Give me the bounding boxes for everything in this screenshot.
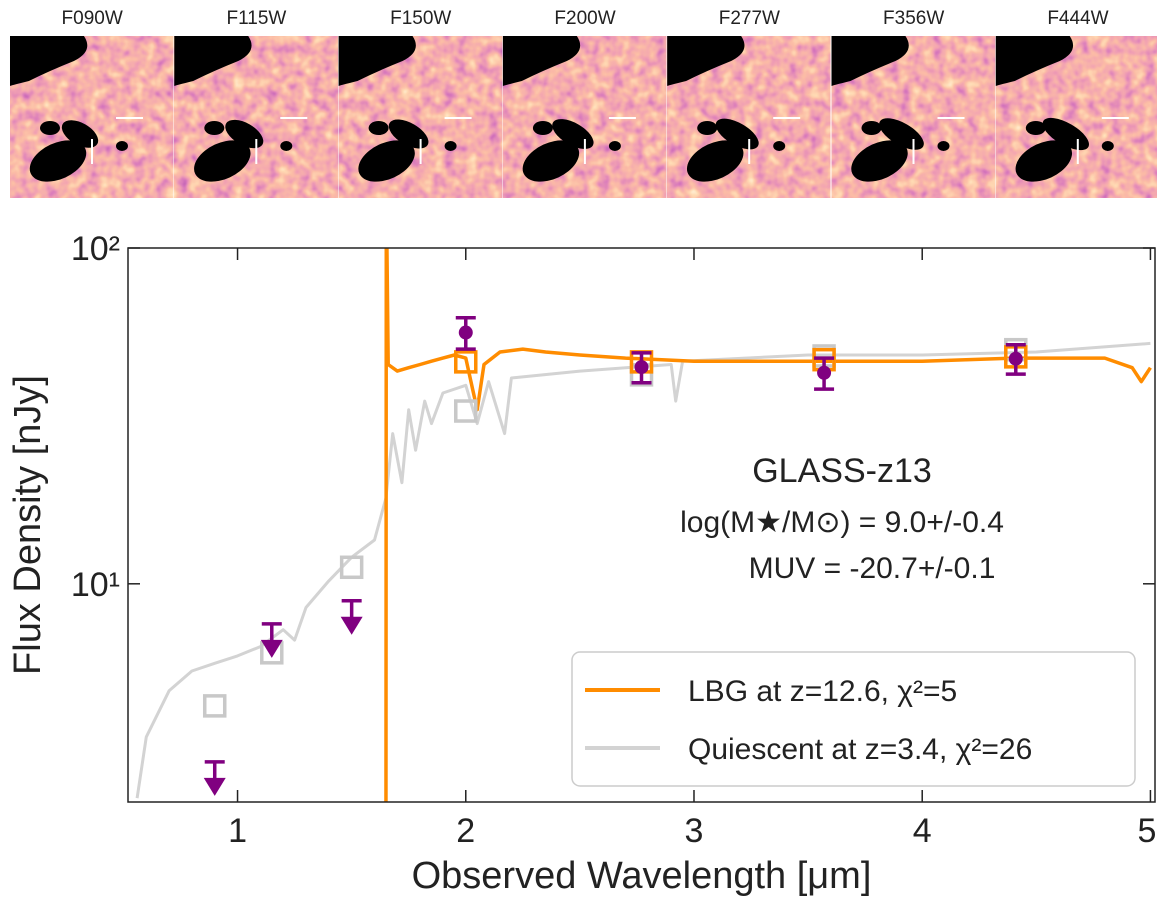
stamp-blob: [444, 141, 457, 151]
model-point: [202, 694, 227, 718]
stamp-blob: [40, 121, 60, 135]
x-tick-label: 1: [228, 812, 247, 850]
stamp-label: F444W: [1047, 8, 1108, 29]
stamps: F090W F115W F150W F200W F277W F356W F444W: [9, 8, 1157, 198]
stamp-mask: [502, 36, 581, 86]
stamp-mask: [831, 36, 909, 86]
stamp-label: F277W: [719, 8, 780, 29]
stamp-mask: [995, 36, 1074, 86]
data-point: [458, 325, 473, 340]
y-tick-label: 10²: [71, 230, 120, 268]
stamp-label: F090W: [62, 8, 123, 29]
stamp-blob: [225, 119, 264, 149]
spectrum-line: [384, 248, 1152, 802]
legend: LBG at z=12.6, χ²=5 Quiescent at z=3.4, χ…: [571, 651, 1136, 787]
model-point: [454, 399, 478, 423]
stamp-blob: [1015, 140, 1073, 182]
stamp-blob: [937, 141, 950, 151]
stamp-blob: [686, 140, 744, 182]
stamp-blob: [204, 121, 225, 135]
data-point: [1008, 351, 1023, 366]
x-axis-label: Observed Wavelength [μm]: [412, 855, 872, 897]
annotation: MUV = -20.7+/-0.1: [749, 552, 996, 585]
stamp-blob: [608, 141, 621, 151]
data-point: [817, 365, 832, 380]
stamp-blob: [29, 140, 87, 182]
stamp-blob: [861, 121, 882, 135]
stamp-blob: [116, 141, 128, 151]
stamp-blob: [388, 119, 429, 149]
legend-box: [571, 651, 1136, 787]
x-tick-label: 3: [685, 812, 704, 850]
x-tick-label: 5: [1138, 812, 1157, 850]
stamp-blob: [280, 141, 293, 151]
stamp-label: F200W: [554, 8, 615, 29]
stamp-blob: [773, 141, 786, 151]
stamp: [174, 36, 338, 198]
stamp-blob: [851, 140, 908, 182]
stamp: [995, 36, 1157, 198]
legend-label: LBG at z=12.6, χ²=5: [688, 675, 957, 708]
spectrum-line: [135, 341, 1151, 799]
stamp-label: F356W: [883, 8, 944, 29]
stamp-blob: [552, 119, 594, 149]
x-tick-label: 4: [913, 812, 932, 850]
stamp-blob: [522, 140, 580, 182]
stamp-blob: [697, 121, 718, 135]
stamp-blob: [1025, 121, 1046, 135]
upper-limit-arrow: [203, 777, 226, 796]
stamp-mask: [667, 36, 745, 86]
annotation: log(M★/M⊙) = 9.0+/-0.4: [680, 506, 1004, 539]
annotation: GLASS-z13: [752, 452, 932, 490]
x-tick-label: 2: [456, 812, 475, 850]
stamp-blob: [1101, 141, 1114, 151]
stamp-mask: [338, 36, 416, 86]
stamp: [338, 36, 502, 198]
stamp: [831, 36, 995, 198]
stamp-blob: [532, 121, 553, 135]
model-point: [339, 555, 364, 580]
stamp-label: F150W: [390, 8, 451, 29]
stamp: [502, 36, 667, 198]
plot: 1 2 3 4 5 10¹ 10² Observed Wavelength [μm] Flux …: [7, 230, 1157, 897]
stamp-mask: [174, 36, 252, 86]
stamp-blob: [61, 120, 99, 148]
upper-limit-arrow: [260, 639, 283, 658]
upper-limit-arrow: [340, 616, 363, 635]
stamp-blob: [368, 121, 389, 135]
stamp-blob: [715, 118, 759, 150]
data-point: [634, 360, 649, 375]
plot-area: [135, 248, 1152, 802]
stamp: [667, 36, 831, 198]
stamp-blob: [194, 140, 251, 182]
stamp: [9, 36, 174, 198]
stamp-label: F115W: [227, 8, 287, 29]
stamp-mask: [9, 36, 88, 86]
y-axis-label: Flux Density [nJy]: [7, 375, 49, 675]
axes-frame: [127, 247, 1156, 803]
y-tick-label: 10¹: [71, 566, 120, 604]
stamp-blob: [358, 140, 415, 182]
model-point: [454, 350, 478, 374]
legend-label: Quiescent at z=3.4, χ²=26: [688, 733, 1032, 766]
